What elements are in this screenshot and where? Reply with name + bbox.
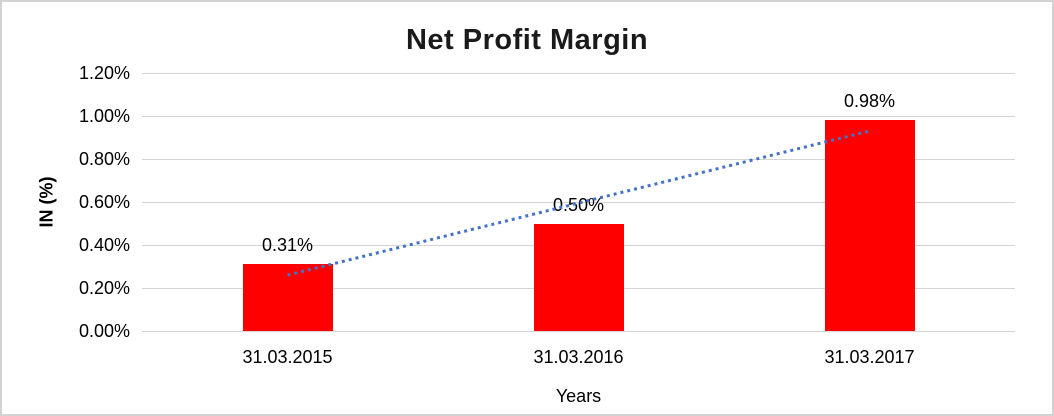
y-tick-label: 0.40% (78, 235, 130, 255)
x-tick-label: 31.03.2017 (824, 347, 915, 367)
gridline (142, 331, 1015, 332)
gridline (142, 159, 1015, 160)
bar-data-label: 0.98% (843, 91, 896, 112)
y-tick-label: 0.80% (78, 149, 130, 169)
bar (533, 223, 624, 331)
trendline (287, 129, 870, 277)
y-tick-label: 0.00% (78, 321, 130, 341)
chart-title: Net Profit Margin (405, 24, 649, 56)
plot-area: 0.31% 0.50% 0.98% (142, 73, 1015, 332)
y-tick-label: 1.20% (78, 63, 130, 83)
y-tick-label: 0.60% (78, 192, 130, 212)
bar-data-label: 0.50% (552, 194, 605, 215)
bar (824, 120, 915, 331)
bar (242, 264, 333, 331)
trendline-path (287, 129, 870, 277)
y-tick-label: 1.00% (78, 106, 130, 126)
bar-data-label: 0.31% (261, 235, 314, 256)
gridline (142, 202, 1015, 203)
gridline (142, 73, 1015, 74)
gridline (142, 116, 1015, 117)
x-tick-label: 31.03.2015 (242, 347, 333, 367)
y-tick-label: 0.20% (78, 278, 130, 298)
x-axis-title: Years (555, 386, 602, 406)
x-tick-label: 31.03.2016 (533, 347, 624, 367)
